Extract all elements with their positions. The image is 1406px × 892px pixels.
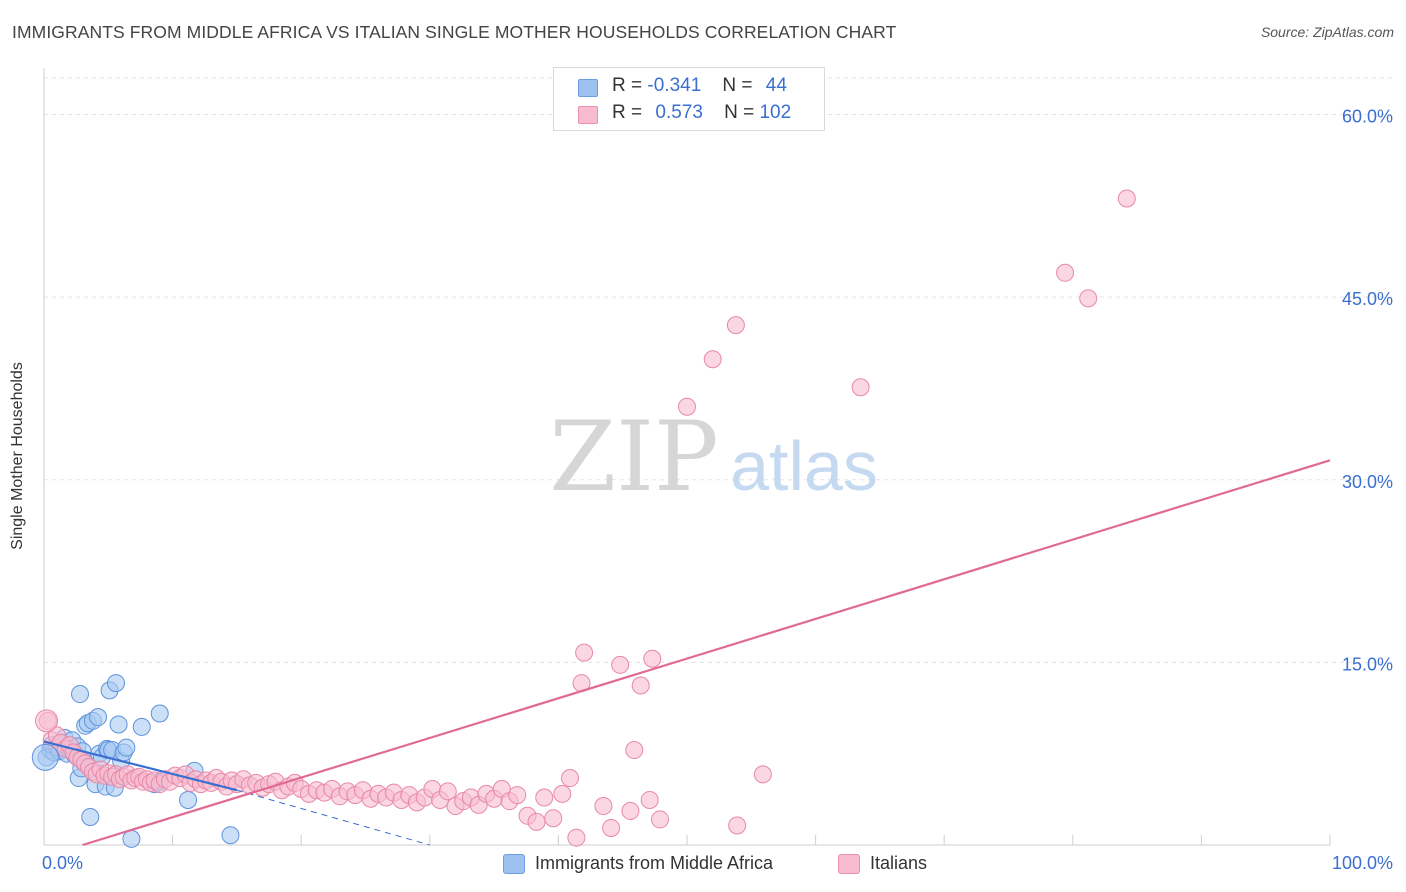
chart-title: IMMIGRANTS FROM MIDDLE AFRICA VS ITALIAN…: [12, 22, 897, 42]
legend-r-value: 0.573: [655, 102, 703, 123]
legend-label-italians: Italians: [870, 853, 928, 873]
data-point: [753, 765, 772, 784]
data-point: [35, 709, 59, 733]
y-tick-label: 15.0%: [1342, 654, 1393, 674]
data-point: [728, 816, 747, 835]
watermark-atlas: atlas: [730, 427, 878, 505]
data-point: [31, 743, 59, 771]
data-point: [703, 350, 722, 369]
source-label: Source: ZipAtlas.com: [1260, 24, 1394, 40]
data-point: [851, 378, 870, 397]
data-point: [107, 674, 126, 693]
data-point: [726, 316, 745, 335]
data-point: [508, 786, 527, 805]
data-point: [643, 649, 662, 668]
data-point: [611, 655, 630, 674]
data-point: [81, 807, 100, 826]
data-point: [560, 769, 579, 788]
y-tick-label: 45.0%: [1342, 289, 1393, 309]
y-tick-label: 60.0%: [1342, 107, 1393, 127]
legend-swatch-middle-africa: [503, 854, 525, 874]
legend-n-label: N =: [724, 102, 755, 123]
data-point: [544, 809, 563, 828]
trend-line-0: [43, 740, 238, 792]
legend-n-value: 102: [759, 102, 792, 123]
data-point: [567, 828, 586, 847]
data-point: [1117, 189, 1136, 208]
data-point: [678, 397, 696, 416]
data-point: [150, 704, 169, 723]
trend-line-1: [82, 459, 1331, 847]
legend-r-label: R =: [612, 75, 643, 96]
data-point: [179, 790, 198, 809]
x-tick-label: 100.0%: [1332, 853, 1393, 873]
data-point: [1056, 263, 1075, 282]
legend-swatch-italians: [838, 854, 860, 874]
data-point: [602, 818, 621, 837]
series-legend: Immigrants from Middle Africa Italians: [0, 851, 1406, 877]
correlation-legend: R = -0.341 N = 44 R = 0.573 N = 102: [553, 67, 825, 131]
data-point: [594, 797, 613, 816]
watermark-zip: ZIP: [549, 401, 718, 513]
grid-lines: [44, 77, 1393, 663]
legend-swatch-middle-africa: [578, 79, 598, 97]
data-point: [621, 801, 640, 820]
data-point: [71, 685, 90, 704]
data-point: [535, 788, 554, 807]
legend-swatch-italians: [578, 106, 598, 124]
x-tick-label: 0.0%: [42, 853, 83, 873]
data-point: [89, 708, 108, 727]
data-point: [640, 790, 659, 809]
trend-lines: [43, 459, 1331, 847]
data-point: [650, 810, 669, 829]
watermark: ZIP atlas: [549, 401, 878, 513]
tick-labels: 15.0% 30.0% 45.0% 60.0% 0.0% 100.0%: [42, 107, 1393, 873]
data-point: [553, 784, 572, 803]
data-points: [31, 189, 1136, 848]
series-0: [37, 674, 240, 848]
data-point: [575, 643, 594, 662]
legend-label-middle-africa: Immigrants from Middle Africa: [535, 853, 774, 873]
data-point: [132, 717, 151, 736]
data-point: [1079, 289, 1098, 308]
data-point: [438, 782, 457, 801]
data-point: [122, 829, 141, 848]
data-point: [625, 741, 644, 760]
series-1: [38, 189, 1136, 847]
data-point: [109, 715, 128, 734]
data-point: [527, 812, 546, 831]
y-tick-label: 30.0%: [1342, 472, 1393, 492]
legend-n-label: N =: [722, 75, 753, 96]
data-point: [631, 676, 650, 695]
legend-r-label: R =: [612, 102, 643, 123]
legend-r-value: -0.341: [647, 75, 702, 96]
legend-n-value: 44: [765, 75, 787, 96]
trend-line-extension-0: [236, 789, 430, 846]
data-point: [117, 738, 136, 757]
data-point: [221, 826, 240, 845]
